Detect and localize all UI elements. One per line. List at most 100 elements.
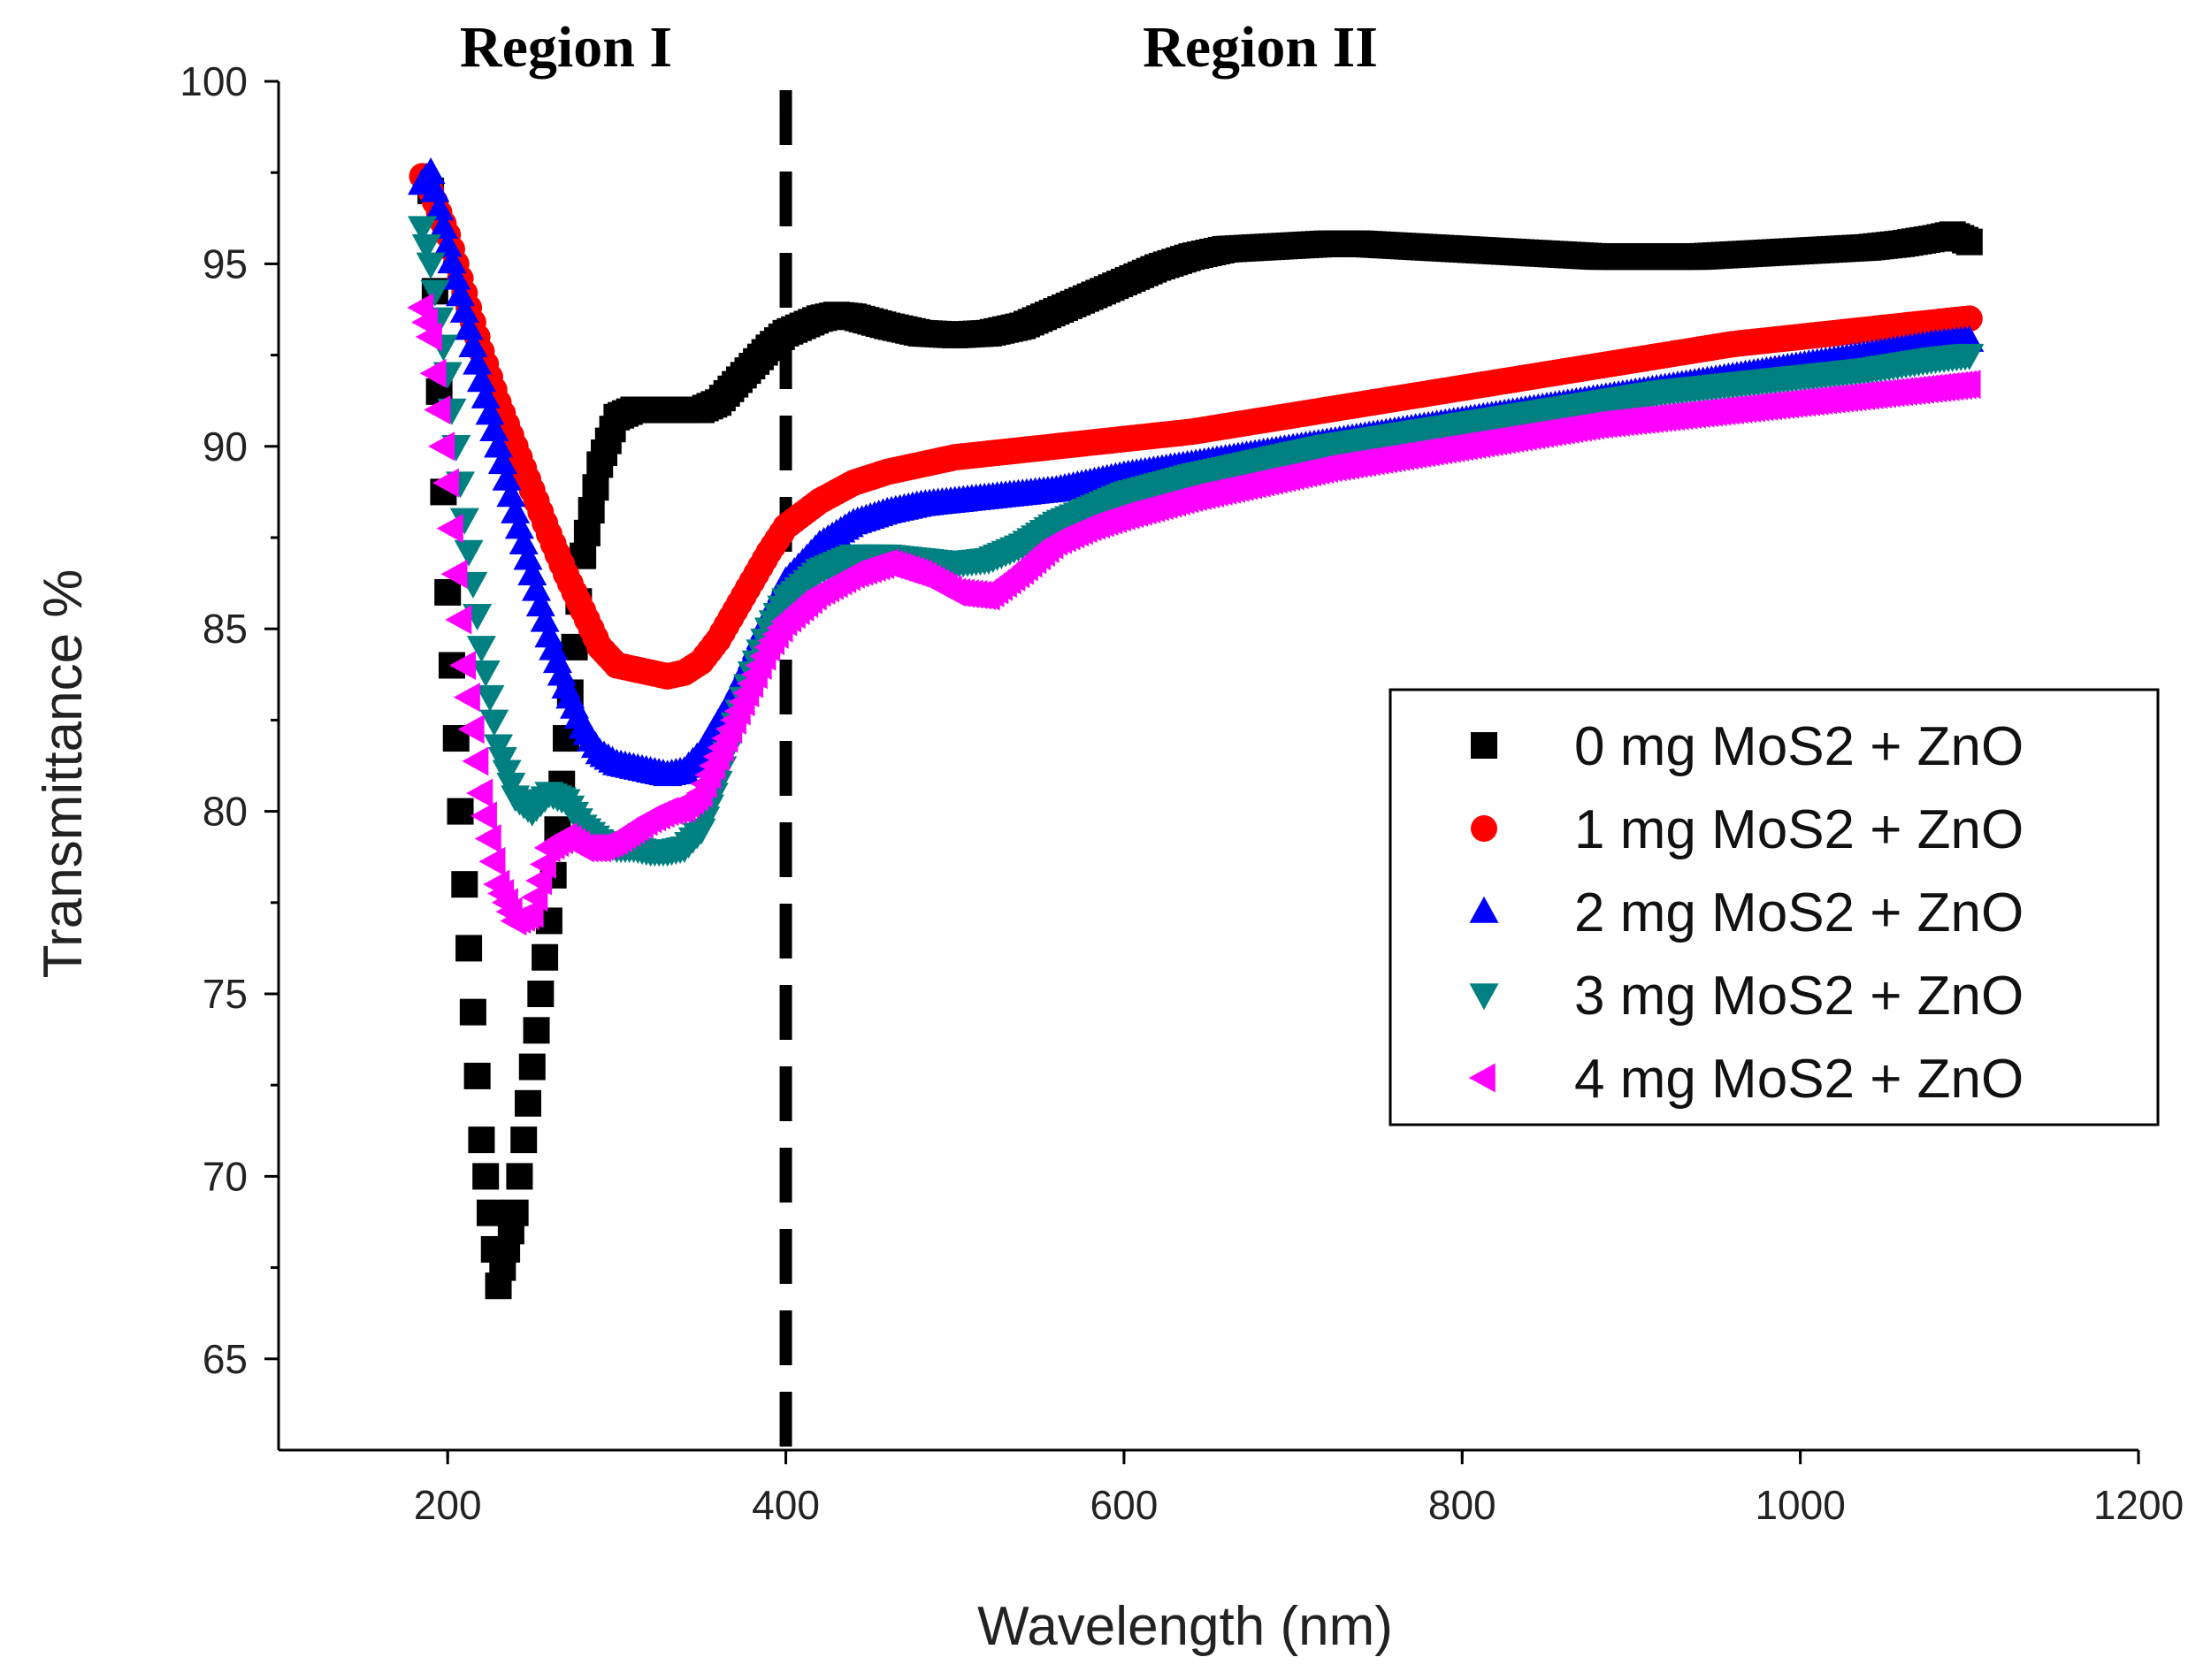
region-label-2: Region II [1143, 15, 1378, 80]
data-point [1954, 370, 1981, 400]
data-point [459, 998, 486, 1026]
data-point [415, 322, 442, 352]
y-tick-label: 100 [180, 58, 248, 104]
legend: 0 mg MoS2 + ZnO 1 mg MoS2 + ZnO 2 mg MoS2 … [1389, 688, 2160, 1126]
legend-marker-3 [1469, 983, 1499, 1011]
data-point [529, 849, 556, 879]
data-point [432, 468, 459, 498]
data-point [440, 559, 468, 589]
data-point [463, 1062, 491, 1089]
data-point [501, 496, 531, 523]
data-point [425, 194, 455, 221]
region-label-1: Region I [460, 15, 672, 80]
data-point [428, 431, 455, 462]
legend-marker-0 [1471, 732, 1497, 759]
data-point [416, 252, 446, 279]
data-point [514, 1089, 541, 1117]
data-point [1955, 343, 1985, 370]
x-axis-ticks: 200 400 600 800 1000 1200 [414, 1450, 2184, 1528]
legend-box [1389, 688, 2160, 1126]
data-point [509, 527, 539, 554]
data-point [582, 474, 609, 501]
series-4 [407, 293, 1981, 935]
data-point [466, 778, 493, 808]
data-point [472, 1163, 500, 1190]
data-point [432, 230, 463, 257]
data-point [530, 605, 560, 632]
data-point [475, 398, 505, 425]
data-point [521, 882, 548, 913]
legend-label-3: 3 mg MoS2 + ZnO [1574, 966, 2024, 1027]
data-point [1955, 305, 1983, 332]
data-point [451, 871, 478, 898]
data-point [428, 211, 458, 239]
data-point [420, 175, 450, 202]
data-point [516, 898, 544, 928]
data-point [408, 216, 438, 243]
legend-items: 0 mg MoS2 + ZnO 1 mg MoS2 + ZnO 2 mg MoS2 … [1468, 716, 2024, 1110]
data-point [441, 263, 471, 290]
data-point [527, 981, 555, 1007]
data-point [420, 279, 450, 307]
data-point [484, 431, 514, 458]
legend-marker-2 [1469, 896, 1499, 923]
y-tick-label: 90 [203, 424, 248, 470]
data-point [436, 514, 463, 544]
x-tick-label: 800 [1428, 1482, 1496, 1528]
data-point [449, 650, 477, 680]
series-0 [417, 177, 1983, 1300]
data-point [522, 574, 552, 601]
data-point [455, 935, 483, 962]
data-point [447, 798, 474, 825]
data-point [453, 683, 480, 713]
data-point [471, 381, 501, 409]
data-point [510, 1126, 538, 1154]
data-point [492, 463, 522, 491]
data-point [475, 684, 505, 712]
x-axis-title: Wavelength (nm) [977, 1596, 1393, 1657]
data-point [434, 578, 462, 606]
data-point [458, 331, 488, 358]
data-point [449, 508, 479, 535]
data-point [466, 365, 496, 393]
data-point [501, 1199, 529, 1226]
data-point [471, 660, 501, 687]
data-point [437, 247, 467, 274]
data-point [419, 358, 447, 388]
data-point [474, 824, 501, 854]
x-tick-label: 600 [1090, 1482, 1159, 1528]
x-tick-label: 400 [752, 1482, 820, 1528]
y-axis-ticks: 65 70 75 80 85 90 95 100 [180, 58, 279, 1382]
y-tick-label: 95 [203, 241, 248, 286]
data-point [411, 234, 441, 262]
data-point [466, 636, 496, 663]
series-layer [407, 157, 1985, 1300]
data-point [449, 295, 479, 323]
data-point [479, 709, 509, 737]
data-point [463, 347, 493, 375]
data-point [468, 1126, 495, 1154]
data-point [462, 746, 489, 776]
y-axis-title: Transmittance % [33, 569, 94, 979]
data-point [487, 447, 517, 475]
legend-label-4: 4 mg MoS2 + ZnO [1574, 1049, 2024, 1110]
data-point [457, 714, 485, 745]
x-tick-label: 1200 [2093, 1482, 2184, 1528]
data-point [525, 866, 553, 896]
y-tick-label: 65 [203, 1336, 248, 1382]
data-point [454, 539, 484, 567]
y-tick-label: 80 [203, 789, 248, 835]
data-point [478, 846, 506, 876]
legend-marker-4 [1468, 1063, 1496, 1093]
data-point [573, 519, 601, 546]
y-tick-label: 85 [203, 606, 248, 652]
y-tick-label: 70 [203, 1153, 248, 1199]
legend-label-1: 1 mg MoS2 + ZnO [1574, 799, 2024, 860]
data-point [506, 1163, 533, 1190]
data-point [513, 543, 543, 570]
y-tick-label: 75 [203, 971, 248, 1017]
data-point [416, 157, 446, 184]
data-point [525, 590, 555, 617]
data-point [518, 1053, 546, 1081]
